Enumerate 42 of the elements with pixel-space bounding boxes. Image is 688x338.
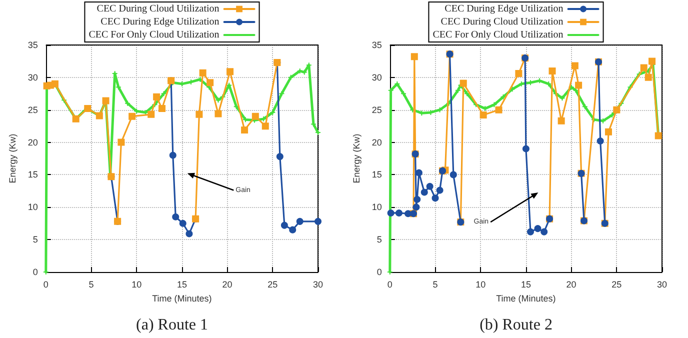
- legend-label: CEC During Edge Utilization: [444, 4, 564, 14]
- x-tick-label: 25: [268, 280, 278, 290]
- x-tick-label: 30: [656, 280, 668, 290]
- legend-label: CEC For Only Cloud Utilization: [432, 30, 564, 40]
- y-tick-label: 0: [376, 267, 382, 277]
- y-tick-label: 5: [32, 234, 38, 245]
- legend-label: CEC During Cloud Utilization: [96, 4, 220, 14]
- y-tick-label: 10: [28, 202, 38, 212]
- text: (a) Route 1: [136, 316, 208, 334]
- y-tick-label: 25: [28, 104, 38, 115]
- x-tick-label: 0: [43, 280, 48, 290]
- x-tick-label: 20: [222, 280, 232, 290]
- x-axis-title: Time (Minutes): [496, 293, 556, 304]
- y-tick-label: 30: [28, 72, 38, 82]
- x-tick-label: 30: [312, 280, 324, 290]
- legend-label: CEC During Cloud Utilization: [440, 16, 564, 28]
- x-axis-title: Time (Minutes): [152, 293, 212, 304]
- y-axis-title: Energy (Kw): [8, 134, 18, 184]
- y-tick-label: 25: [372, 104, 382, 115]
- y-tick-label: 0: [32, 267, 38, 277]
- legend-label: CEC For Only Cloud Utilization: [88, 30, 220, 40]
- y-tick-label: 10: [372, 202, 382, 212]
- legend-label: CEC During Edge Utilization: [100, 16, 220, 28]
- x-tick-label: 25: [612, 280, 622, 290]
- y-tick-label: 35: [28, 40, 38, 50]
- y-tick-label: 5: [376, 234, 382, 245]
- y-tick-label: 30: [372, 72, 382, 82]
- x-tick-label: 5: [432, 280, 438, 290]
- y-tick-label: 15: [372, 170, 382, 180]
- x-tick-label: 10: [132, 280, 142, 290]
- y-axis-title: Energy (Kw): [352, 134, 362, 184]
- x-tick-label: 5: [88, 280, 94, 290]
- y-tick-label: 20: [28, 137, 38, 148]
- x-tick-label: 0: [387, 280, 392, 290]
- y-tick-label: 15: [28, 170, 38, 180]
- x-tick-label: 15: [176, 280, 187, 290]
- x-tick-label: 15: [520, 280, 531, 290]
- x-tick-label: 20: [566, 280, 576, 290]
- text: (b) Route 2: [480, 316, 552, 334]
- y-tick-label: 35: [372, 40, 382, 50]
- x-tick-label: 10: [476, 280, 486, 290]
- y-tick-label: 20: [372, 137, 382, 148]
